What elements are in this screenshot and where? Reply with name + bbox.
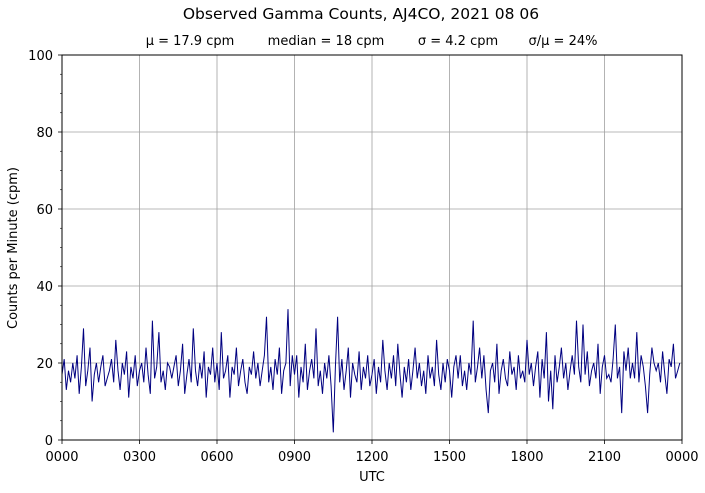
chart-title: Observed Gamma Counts, AJ4CO, 2021 08 06	[183, 5, 539, 23]
stat-sigma: σ = 4.2 cpm	[418, 34, 498, 49]
y-tick-label: 100	[28, 49, 53, 64]
y-axis: 0 20 40 60 80 100	[28, 49, 62, 449]
y-tick-label: 60	[36, 203, 53, 218]
x-tick-label: 0900	[278, 450, 311, 465]
x-axis: 0000 0300 0600 0900 1200 1500 1800 2100 0000	[45, 440, 699, 465]
y-tick-label: 80	[36, 126, 53, 141]
x-tick-label: 1200	[355, 450, 388, 465]
y-axis-label: Counts per Minute (cpm)	[6, 167, 21, 329]
x-axis-label: UTC	[359, 470, 385, 485]
x-tick-label: 1500	[433, 450, 466, 465]
x-tick-label: 0000	[665, 450, 698, 465]
x-tick-label: 0300	[123, 450, 156, 465]
stat-median: median = 18 cpm	[268, 34, 385, 49]
x-tick-label: 1800	[510, 450, 543, 465]
series-layer	[61, 309, 681, 433]
stat-cv: σ/μ = 24%	[529, 34, 598, 49]
grid	[62, 55, 682, 440]
stat-mean: μ = 17.9 cpm	[146, 34, 235, 49]
x-tick-label: 0000	[45, 450, 78, 465]
x-tick-label: 0600	[200, 450, 233, 465]
x-tick-label: 2100	[588, 450, 621, 465]
y-tick-label: 20	[36, 357, 53, 372]
y-tick-label: 0	[45, 434, 53, 449]
y-tick-label: 40	[36, 280, 53, 295]
counts-series-line	[61, 309, 681, 433]
